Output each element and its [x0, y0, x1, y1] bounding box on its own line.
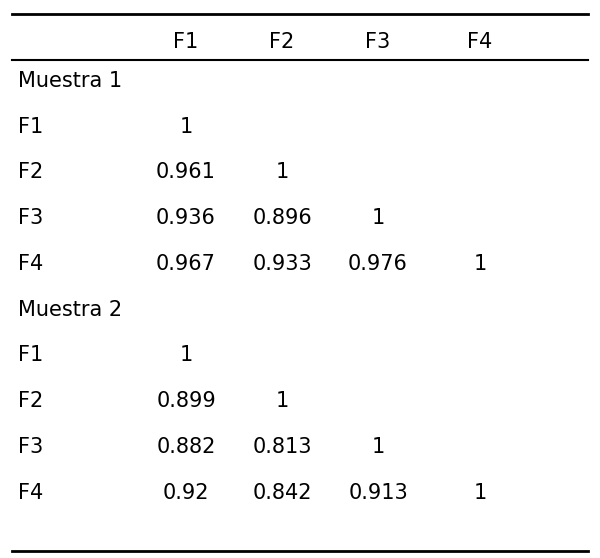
Text: F3: F3	[18, 437, 43, 457]
Text: F1: F1	[18, 345, 43, 365]
Text: F1: F1	[173, 32, 199, 52]
Text: 1: 1	[275, 162, 289, 182]
Text: Muestra 1: Muestra 1	[18, 71, 122, 91]
Text: 1: 1	[371, 208, 385, 228]
Text: F3: F3	[18, 208, 43, 228]
Text: F1: F1	[18, 117, 43, 137]
Text: 0.936: 0.936	[156, 208, 216, 228]
Text: 1: 1	[473, 254, 487, 274]
Text: 0.967: 0.967	[156, 254, 216, 274]
Text: 0.961: 0.961	[156, 162, 216, 182]
Text: F2: F2	[18, 162, 43, 182]
Text: 0.842: 0.842	[252, 483, 312, 503]
Text: 0.933: 0.933	[252, 254, 312, 274]
Text: 0.882: 0.882	[157, 437, 215, 457]
Text: F4: F4	[18, 254, 43, 274]
Text: 0.813: 0.813	[252, 437, 312, 457]
Text: 1: 1	[371, 437, 385, 457]
Text: 1: 1	[473, 483, 487, 503]
Text: Muestra 2: Muestra 2	[18, 300, 122, 320]
Text: 0.896: 0.896	[252, 208, 312, 228]
Text: 0.899: 0.899	[156, 391, 216, 411]
Text: F3: F3	[365, 32, 391, 52]
Text: 0.92: 0.92	[163, 483, 209, 503]
Text: 1: 1	[179, 345, 193, 365]
Text: 0.913: 0.913	[348, 483, 408, 503]
Text: F4: F4	[18, 483, 43, 503]
Text: 0.976: 0.976	[348, 254, 408, 274]
Text: 1: 1	[179, 117, 193, 137]
Text: 1: 1	[275, 391, 289, 411]
Text: F4: F4	[467, 32, 493, 52]
Text: F2: F2	[269, 32, 295, 52]
Text: F2: F2	[18, 391, 43, 411]
